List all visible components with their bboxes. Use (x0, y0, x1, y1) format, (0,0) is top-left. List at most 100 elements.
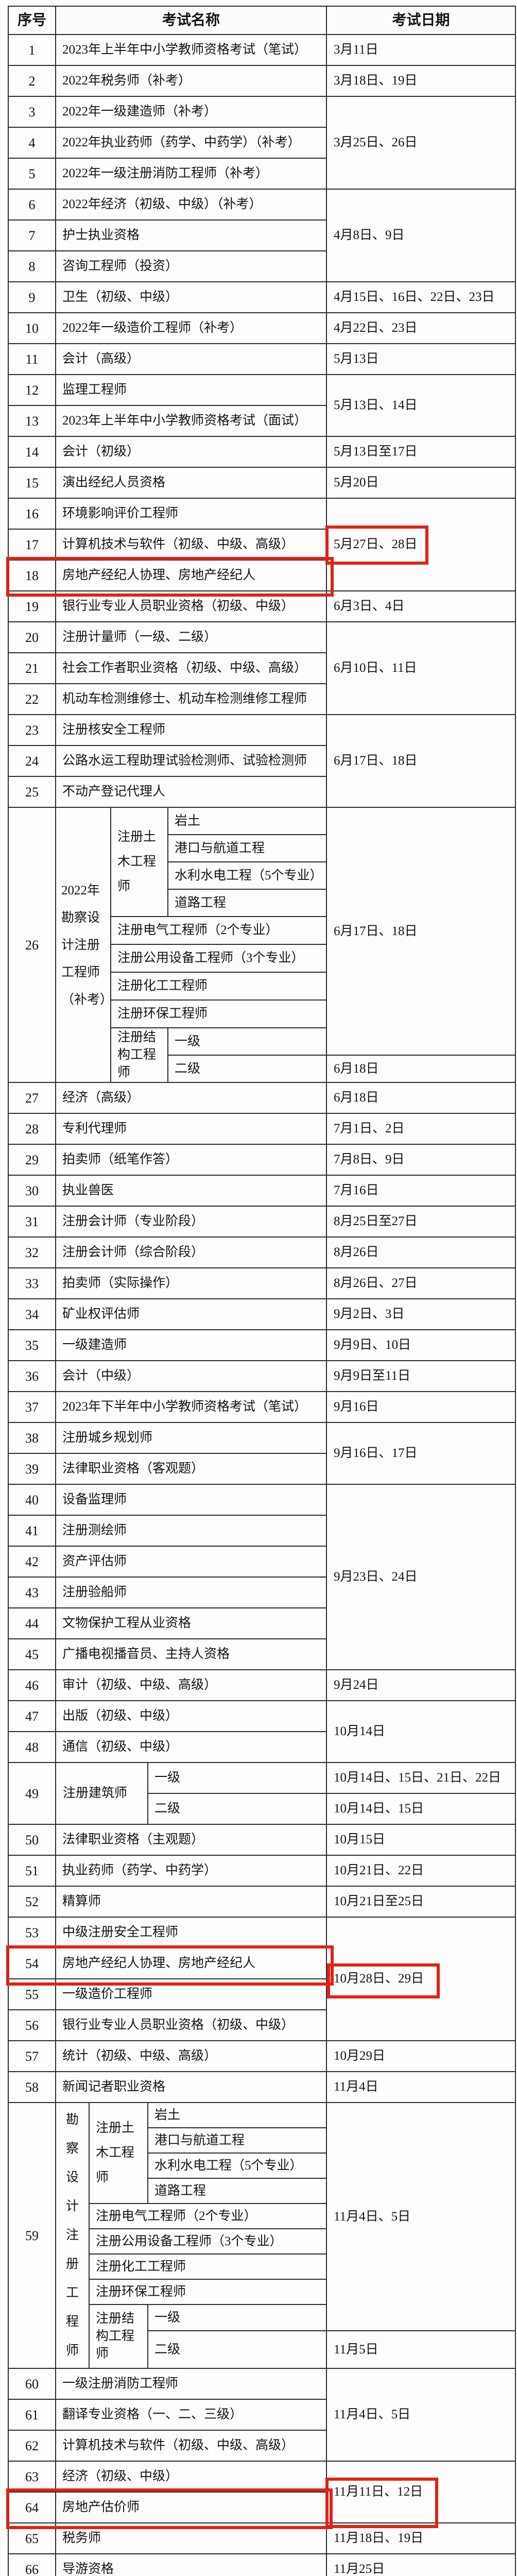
exam-date-cell: 4月15日、16日、22日、23日 (326, 281, 516, 313)
table-row: 44 文物保护工程从业资格 (8, 1607, 515, 1639)
table-row: 9 卫生（初级、中级） 4月15日、16日、22日、23日 (8, 281, 516, 313)
exam-name-cell: 会计（初级） (55, 436, 328, 468)
table-row: 注册化工工程师 (8, 2253, 515, 2280)
row-number-cell: 19 (8, 590, 56, 622)
row-number-cell: 47 (8, 1700, 56, 1732)
table-row: 29 拍卖师（纸笔作答） 7月8日、9日 (8, 1144, 516, 1176)
table-row: 3 2022年一级建造师（补考） 3月25日、26日 (8, 96, 516, 190)
exam-name-cell: 环境影响评价工程师 (55, 498, 328, 530)
exam-sub-item-cell: 注册电气工程师（2个专业） (110, 916, 328, 945)
exam-name-cell: 注册会计师（专业阶段） (55, 1206, 328, 1238)
exam-date-cell: 6月17日、18日 (326, 714, 516, 808)
row-number-cell: 63 (8, 2461, 56, 2493)
exam-sub-item-cell: 注册化工工程师 (110, 972, 328, 1001)
table-row: 63 经济（初级、中级） 11月11日、12日 (8, 2461, 516, 2523)
exam-name-cell: 法律职业资格（客观题） (55, 1453, 328, 1485)
table-row: 2 2022年税务师（补考） 3月18日、19日 (8, 65, 516, 97)
table-row: 道路工程 (8, 2178, 515, 2204)
table-row: 53 中级注册安全工程师 10月28日、29日 (8, 1917, 516, 2041)
exam-date-cell: 6月17日、18日 (326, 807, 516, 1056)
exam-name-cell: 咨询工程师（投资） (55, 250, 328, 282)
exam-sub-item-cell: 注册电气工程师（2个专业） (88, 2203, 328, 2229)
exam-sub-item-cell: 一级 (147, 1762, 328, 1794)
column-header-no: 序号 (8, 6, 56, 35)
table-row: 16 环境影响评价工程师 5月27日、28日 (8, 498, 516, 591)
row-number-cell: 36 (8, 1360, 56, 1392)
row-number-cell: 9 (8, 281, 56, 313)
exam-date-cell: 10月29日 (326, 2040, 516, 2072)
exam-sub-item-cell: 道路工程 (147, 2178, 328, 2204)
exam-date-cell: 11月4日、5日 (326, 2102, 516, 2331)
row-number-cell: 56 (8, 2009, 56, 2041)
exam-sub-item-cell: 岩土 (167, 807, 328, 835)
table-row: 8 咨询工程师（投资） (8, 250, 515, 282)
table-row: 二级 10月14日、15日 (8, 1793, 516, 1825)
exam-group-label-cell: 注册土 木工程 师 (89, 2102, 148, 2204)
exam-sub-item-cell: 岩土 (147, 2102, 328, 2128)
exam-sub-item-cell: 注册化工工程师 (88, 2253, 328, 2280)
table-row: 35 一级建造师 9月9日、10日 (8, 1329, 516, 1361)
table-row: 注册结 构工程 师一级 (8, 2304, 515, 2369)
column-header-name: 考试名称 (55, 6, 328, 35)
table-row: 51 执业药师（药学、中药学） 10月21日、22日 (8, 1855, 516, 1887)
exam-name-cell: 注册测绘师 (55, 1515, 328, 1547)
exam-name-cell: 经济（高级） (55, 1082, 328, 1114)
exam-name-cell: 2022年税务师（补考） (55, 65, 328, 97)
exam-name-cell: 注册计量师（一级、二级） (55, 621, 328, 653)
table-row: 61 翻译专业资格（一、二、三级） (8, 2399, 515, 2431)
row-number-cell: 46 (8, 1669, 56, 1701)
table-row: 19 银行业专业人员职业资格（初级、中级） 6月3日、4日 (8, 590, 516, 622)
row-number-cell: 5 (8, 158, 56, 190)
row-number-cell: 64 (8, 2492, 56, 2523)
exam-date-cell: 5月13日 (326, 343, 516, 375)
exam-date-cell: 7月1日、2日 (326, 1113, 516, 1145)
row-number-cell: 18 (8, 560, 56, 591)
exam-name-cell: 2022年经济（初级、中级）（补考） (55, 189, 328, 221)
exam-date-cell: 9月16日、17日 (326, 1422, 516, 1485)
exam-name-cell: 拍卖师（纸笔作答） (55, 1144, 328, 1176)
table-row: 注册公用设备工程师（3个专业） (8, 2228, 515, 2255)
row-number-cell: 20 (8, 621, 56, 653)
exam-sub-item-cell: 二级 (147, 1793, 328, 1825)
exam-date-cell: 8月26日 (326, 1236, 516, 1268)
exam-name-cell: 一级造价工程师 (55, 1978, 328, 2010)
table-row: 38 注册城乡规划师 9月16日、17日 (8, 1422, 516, 1485)
exam-name-cell: 执业兽医 (55, 1175, 328, 1207)
exam-date-cell: 9月16日 (326, 1391, 516, 1423)
exam-date-cell: 3月11日 (326, 34, 516, 66)
exam-name-cell: 不动产登记代理人 (55, 776, 328, 808)
table-row: 7 护士执业资格 (8, 219, 515, 251)
row-number-cell: 8 (8, 250, 56, 282)
exam-name-cell: 银行业专业人员职业资格（初级、中级） (55, 590, 328, 622)
row-number-cell: 61 (8, 2399, 56, 2431)
table-row: 4 2022年执业药师（药学、中药学）（补考） (8, 127, 515, 159)
exam-date-cell: 11月11日、12日 (326, 2461, 516, 2523)
row-number-cell: 13 (8, 405, 56, 437)
table-row: 49 注册建筑师 一级 10月14日、15日、21日、22日 (8, 1762, 516, 1825)
table-row: 56 银行业专业人员职业资格（初级、中级） (8, 2009, 515, 2041)
row-number-cell: 11 (8, 343, 56, 375)
row-number-cell: 34 (8, 1298, 56, 1330)
row-number-cell: 40 (8, 1484, 56, 1516)
row-number-cell: 44 (8, 1607, 56, 1639)
row-number-cell: 39 (8, 1453, 56, 1485)
exam-date-cell: 10月14日、15日、21日、22日 (326, 1762, 516, 1794)
exam-date-cell: 4月8日、9日 (326, 189, 516, 282)
exam-date-cell: 6月18日 (326, 1055, 516, 1083)
row-number-cell: 50 (8, 1824, 56, 1856)
table-row: 57 统计（初级、中级、高级） 10月29日 (8, 2040, 516, 2072)
exam-name-cell: 计算机技术与软件（初级、中级、高级） (55, 529, 328, 561)
table-row: 52 精算师 10月21日至25日 (8, 1886, 516, 1918)
exam-name-cell: 导游资格 (55, 2553, 328, 2576)
exam-name-cell: 一级建造师 (55, 1329, 328, 1361)
exam-name-cell: 法律职业资格（主观题） (55, 1824, 328, 1856)
table-row: 港口与航道工程 (8, 834, 515, 862)
exam-date-cell: 10月21日至25日 (326, 1886, 516, 1918)
header-row: 序号 考试名称 考试日期 (8, 6, 516, 35)
table-row: 1 2023年上半年中小学教师资格考试（笔试） 3月11日 (8, 34, 516, 66)
row-number-cell: 58 (8, 2071, 56, 2103)
table-row: 12 监理工程师 5月13日、14日 (8, 374, 516, 437)
exam-date-cell: 9月9日至11日 (326, 1360, 516, 1392)
exam-group-vertical-label-cell: 勘 察 设 计 注 册 工 程 师 (55, 2102, 90, 2369)
exam-schedule-table: 序号 考试名称 考试日期 1 2023年上半年中小学教师资格考试（笔试） 3月11日 2 20… (8, 6, 516, 2576)
